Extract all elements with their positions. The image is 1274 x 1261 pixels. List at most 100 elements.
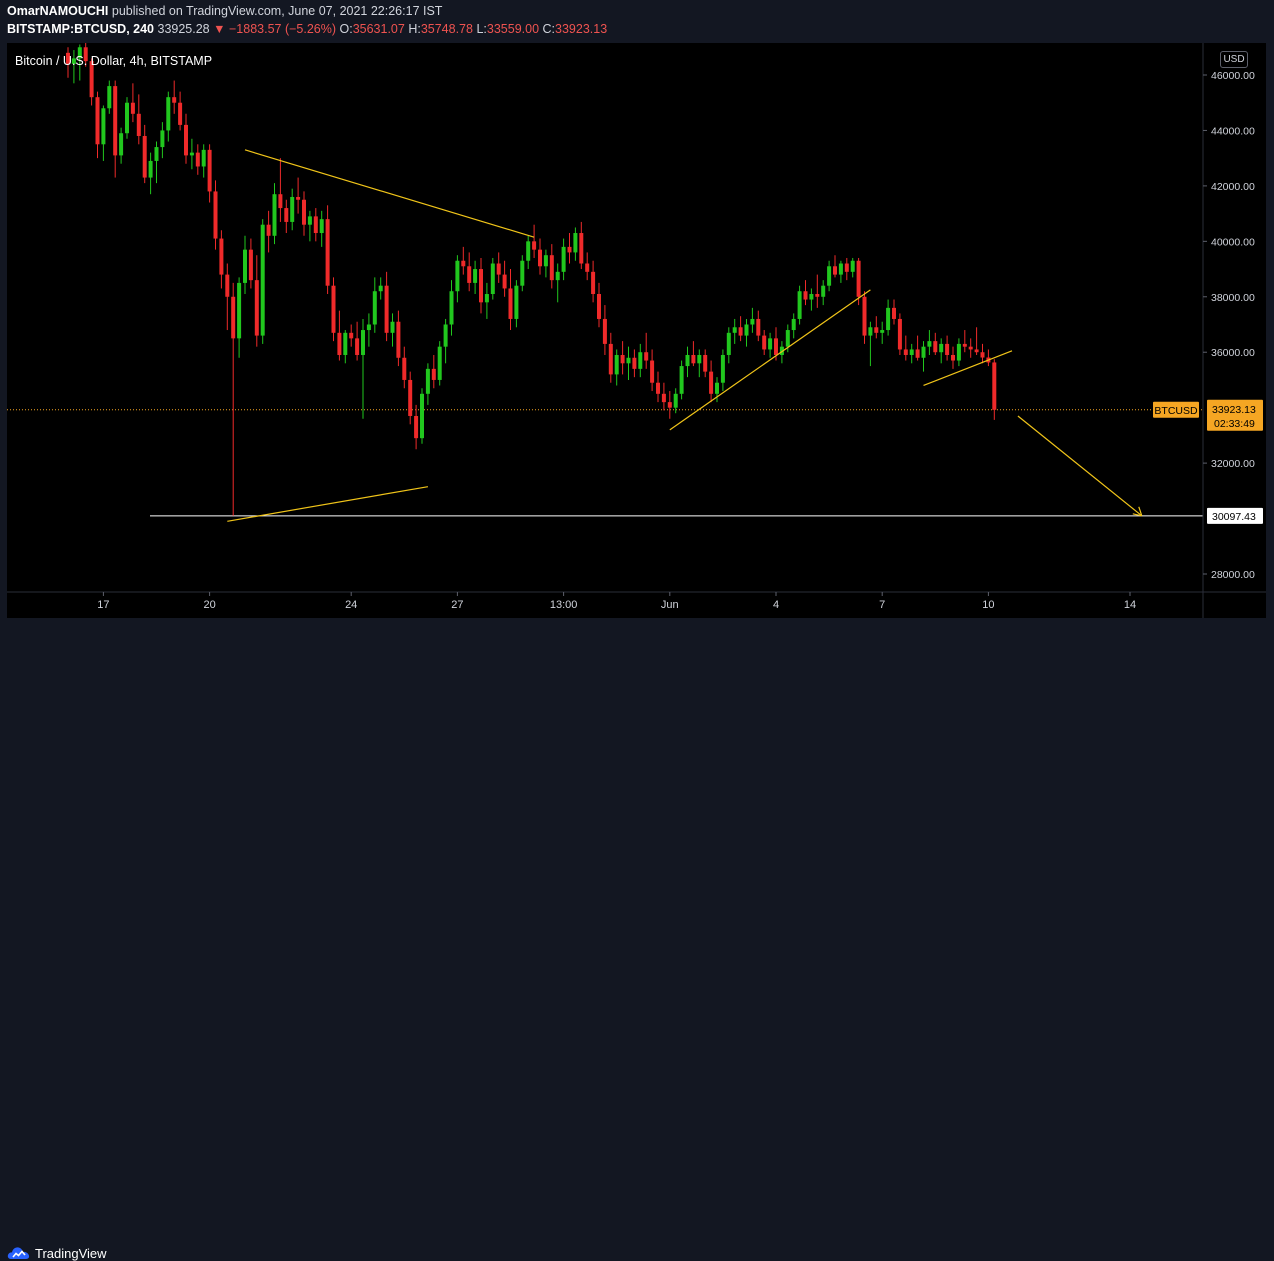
candle-down [284, 208, 289, 222]
candle-up [697, 354, 702, 364]
candle-up [921, 346, 926, 358]
candle-up [779, 346, 784, 355]
candle-up [361, 330, 365, 355]
symbol-label[interactable]: BITSTAMP:BTCUSD, 240 [7, 22, 155, 36]
candle-up [821, 285, 826, 297]
y-tick-label: 38000.00 [1211, 292, 1255, 304]
candle-down [892, 307, 896, 319]
candle-up [638, 352, 643, 369]
candle-up [154, 147, 159, 161]
candle-down [66, 52, 70, 64]
candle-down [461, 260, 466, 267]
tradingview-logo[interactable]: TradingView [7, 1245, 107, 1261]
high-label: H: [408, 22, 421, 36]
last-price-text: 33925.28 [157, 22, 210, 36]
x-tick-label: 14 [1124, 599, 1136, 611]
candle-down [874, 327, 879, 333]
candle-up [107, 86, 112, 109]
candle-down [178, 102, 183, 125]
candle-up [909, 349, 914, 355]
candle-down [962, 343, 967, 347]
candle-up [850, 260, 855, 272]
candle-down [856, 260, 861, 297]
candle-up [484, 294, 489, 303]
author-name[interactable]: OmarNAMOUCHI [7, 4, 109, 18]
candle-down [644, 352, 649, 361]
candle-down [650, 360, 655, 383]
x-tick-label: 10 [982, 599, 994, 611]
candle-up [449, 291, 454, 325]
candle-down [968, 346, 973, 350]
y-tick-label: 40000.00 [1211, 236, 1255, 248]
candle-up [378, 285, 383, 292]
candle-up [726, 332, 731, 355]
y-tick-label: 28000.00 [1211, 569, 1255, 581]
candle-up [715, 382, 719, 394]
candle-up [768, 338, 773, 350]
candle-down [608, 343, 613, 375]
trendline [923, 350, 1013, 387]
candle-down [313, 216, 318, 234]
chart-area[interactable] [7, 43, 1266, 618]
candle-down [95, 97, 100, 145]
candle-down [83, 47, 88, 62]
support-tag-value: 30097.43 [1212, 511, 1256, 523]
header-bar: OmarNAMOUCHI published on TradingView.co… [0, 0, 1274, 42]
candle-down [325, 219, 330, 286]
candle-down [532, 241, 537, 250]
candle-down [172, 97, 177, 103]
symbol-tag-label: BTCUSD [1154, 405, 1198, 417]
candle-down [266, 224, 271, 236]
candle-up [886, 307, 891, 331]
x-tick-label: 24 [345, 599, 357, 611]
currency-badge[interactable]: USD [1220, 51, 1248, 68]
candle-up [77, 47, 82, 59]
candle-down [656, 382, 660, 394]
candle-down [915, 349, 920, 358]
candle-up [573, 233, 578, 253]
candle-down [667, 402, 672, 408]
candle-down [591, 271, 596, 295]
candle-up [785, 330, 790, 347]
candle-up [520, 260, 525, 286]
candle-down [219, 238, 224, 275]
y-tick-label: 44000.00 [1211, 125, 1255, 137]
candle-down [396, 321, 401, 358]
candle-down [278, 194, 283, 209]
candle-down [862, 296, 867, 336]
x-tick-label: 4 [773, 599, 779, 611]
candle-up [514, 285, 519, 319]
trendline [1017, 415, 1143, 517]
candle-down [508, 288, 513, 319]
countdown-tag-value: 02:33:49 [1214, 418, 1255, 430]
low-value: 33559.00 [486, 22, 540, 36]
candle-down [691, 354, 696, 364]
candle-down [384, 285, 389, 333]
candle-down [945, 343, 950, 355]
candle-up [797, 291, 802, 319]
candle-down [756, 318, 761, 336]
candle-down [89, 61, 94, 98]
candle-up [201, 149, 206, 167]
candle-down [980, 352, 985, 358]
candle-down [207, 149, 212, 192]
candle-down [231, 296, 236, 339]
candle-down [337, 332, 342, 355]
ohlc-line: BITSTAMP:BTCUSD, 240 33925.28 ▼ −1883.57… [7, 22, 607, 36]
candle-up [956, 343, 961, 361]
candle-up [425, 368, 430, 394]
x-tick-label: 27 [451, 599, 463, 611]
trendline [669, 289, 871, 431]
down-arrow-icon: ▼ [213, 22, 226, 36]
candle-down [467, 266, 472, 283]
candle-down [402, 357, 407, 380]
candle-down [762, 335, 767, 350]
candle-up [809, 294, 814, 300]
candlestick-chart[interactable]: 46000.00 44000.00 42000.00 40000.00 38000.00… [0, 0, 1274, 655]
candle-up [561, 246, 566, 272]
candle-down [774, 338, 778, 355]
candle-up [626, 357, 631, 364]
candle-up [71, 58, 76, 64]
candle-down [632, 357, 637, 369]
candle-up [455, 260, 460, 292]
